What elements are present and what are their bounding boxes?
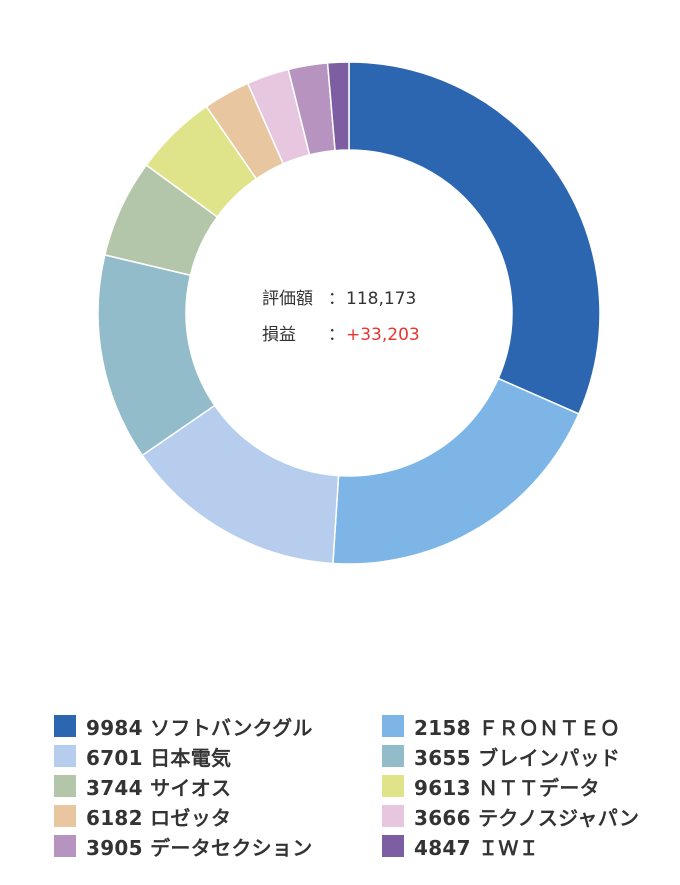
legend-swatch-6 [54, 805, 76, 827]
valuation-label: 評価額 [262, 289, 313, 309]
legend-item-5[interactable]: 9613 ＮＴＴデータ [382, 772, 600, 800]
legend-label-0: 9984 ソフトバンクグル [86, 715, 313, 740]
legend-swatch-1 [382, 715, 404, 737]
legend-item-7[interactable]: 3666 テクノスジャパン [382, 802, 639, 830]
legend-item-6[interactable]: 6182 ロゼッタ [54, 802, 231, 830]
legend-item-0[interactable]: 9984 ソフトバンクグル [54, 712, 313, 740]
legend-label-8: 3905 データセクション [86, 835, 313, 860]
donut-slice-1[interactable] [332, 377, 580, 565]
donut-chart [97, 61, 601, 565]
legend-label-4: 3744 サイオス [86, 775, 232, 800]
valuation-colon: ： [328, 289, 345, 309]
portfolio-summary: 評価額 ：118,173 損益 ：+33,203 [262, 286, 482, 358]
legend-item-1[interactable]: 2158 ＦＲＯＮＴＥＯ [382, 712, 620, 740]
valuation-row: 評価額 ：118,173 [262, 286, 482, 322]
legend-label-2: 6701 日本電気 [86, 745, 232, 770]
legend-label-1: 2158 ＦＲＯＮＴＥＯ [414, 715, 621, 740]
legend-swatch-3 [382, 745, 404, 767]
donut-chart-area: 評価額 ：118,173 損益 ：+33,203 [97, 61, 601, 565]
valuation-value: 118,173 [346, 289, 417, 309]
donut-slice-9[interactable] [326, 61, 350, 152]
legend-swatch-0 [54, 715, 76, 737]
legend-label-7: 3666 テクノスジャパン [414, 805, 640, 830]
pnl-value: +33,203 [346, 325, 420, 345]
legend-label-3: 3655 ブレインパッド [414, 745, 621, 770]
legend-item-9[interactable]: 4847 ＩＷＩ [382, 832, 539, 860]
legend-item-3[interactable]: 3655 ブレインパッド [382, 742, 620, 770]
pnl-label: 損益 [262, 325, 296, 345]
legend-label-9: 4847 ＩＷＩ [414, 835, 540, 860]
legend-item-8[interactable]: 3905 データセクション [54, 832, 313, 860]
pnl-row: 損益 ：+33,203 [262, 322, 482, 358]
donut-slice-0[interactable] [348, 61, 601, 415]
legend-swatch-4 [54, 775, 76, 797]
legend-swatch-2 [54, 745, 76, 767]
legend-swatch-5 [382, 775, 404, 797]
legend-swatch-7 [382, 805, 404, 827]
legend-label-5: 9613 ＮＴＴデータ [414, 775, 600, 800]
legend-swatch-8 [54, 835, 76, 857]
legend-label-6: 6182 ロゼッタ [86, 805, 232, 830]
legend-item-2[interactable]: 6701 日本電気 [54, 742, 231, 770]
legend-swatch-9 [382, 835, 404, 857]
legend-item-4[interactable]: 3744 サイオス [54, 772, 231, 800]
pnl-colon: ： [328, 325, 345, 345]
